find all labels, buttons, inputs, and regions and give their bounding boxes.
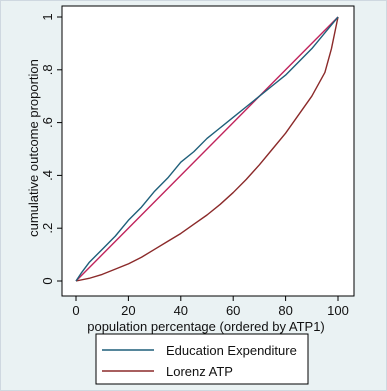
series-line-lorenz-atp [75,16,339,282]
x-axis-title: population percentage (ordered by ATP1) [87,319,325,334]
y-tick-label: 1 [40,13,55,20]
y-axis-title: cumulative outcome proportion [26,59,41,237]
legend-label-education-expenditure: Education Expenditure [166,343,297,358]
y-tick-label: .2 [40,223,55,234]
x-tick-label: 100 [327,303,349,318]
x-axis-ticks: 0 20 40 60 80 100 [72,296,349,318]
legend-label-lorenz-atp: Lorenz ATP [166,364,233,379]
x-tick-label: 0 [72,303,79,318]
legend-box [95,333,309,385]
series-line-equality [75,16,339,282]
x-tick-label: 80 [278,303,292,318]
y-tick-label: 0 [40,277,55,284]
y-tick-label: .8 [40,64,55,75]
y-tick-label: .4 [40,170,55,181]
series-line-education-expenditure [75,16,339,282]
legend: Education Expenditure Lorenz ATP [95,333,309,385]
x-tick-label: 40 [174,303,188,318]
x-tick-label: 60 [226,303,240,318]
y-axis-ticks: 0 .2 .4 .6 .8 1 [40,13,62,285]
x-tick-label: 20 [121,303,135,318]
series-layer [75,16,339,282]
y-tick-label: .6 [40,117,55,128]
